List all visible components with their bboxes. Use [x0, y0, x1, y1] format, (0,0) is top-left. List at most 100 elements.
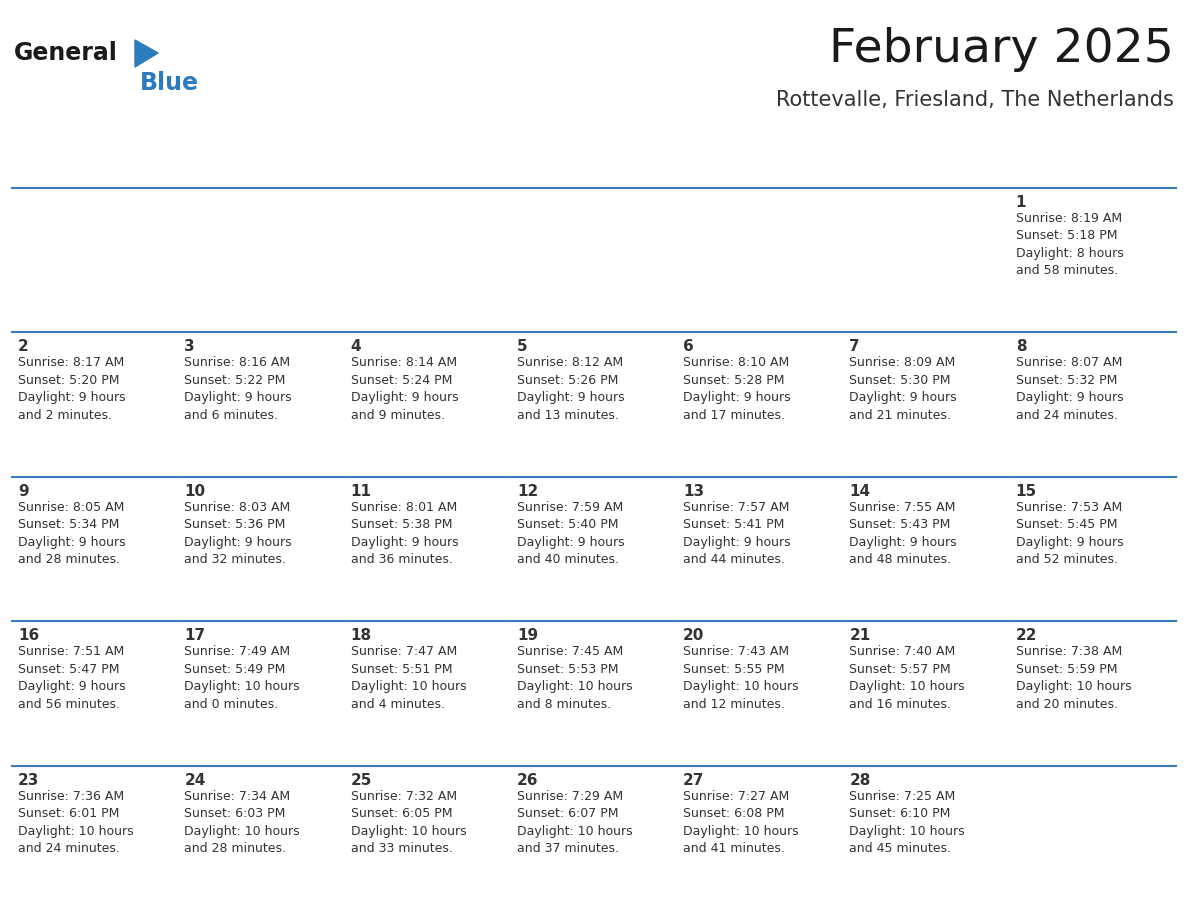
Text: 4: 4 — [350, 340, 361, 354]
Text: Sunrise: 7:47 AM: Sunrise: 7:47 AM — [350, 645, 457, 658]
Text: Sunset: 5:51 PM: Sunset: 5:51 PM — [350, 663, 453, 676]
Text: Sunset: 5:55 PM: Sunset: 5:55 PM — [683, 663, 785, 676]
Text: Blue: Blue — [140, 71, 200, 95]
Text: Daylight: 9 hours: Daylight: 9 hours — [517, 391, 625, 405]
Text: Sunrise: 7:38 AM: Sunrise: 7:38 AM — [1016, 645, 1121, 658]
Text: Sunset: 5:53 PM: Sunset: 5:53 PM — [517, 663, 619, 676]
Text: Sunrise: 7:51 AM: Sunrise: 7:51 AM — [18, 645, 125, 658]
Text: Daylight: 10 hours: Daylight: 10 hours — [18, 824, 133, 837]
Text: 11: 11 — [350, 484, 372, 498]
Text: Daylight: 9 hours: Daylight: 9 hours — [517, 536, 625, 549]
Text: Sunrise: 8:05 AM: Sunrise: 8:05 AM — [18, 501, 125, 514]
Text: Daylight: 10 hours: Daylight: 10 hours — [350, 824, 466, 837]
Text: 24: 24 — [184, 773, 206, 788]
Text: Daylight: 9 hours: Daylight: 9 hours — [849, 536, 958, 549]
Text: 13: 13 — [683, 484, 704, 498]
Text: Daylight: 9 hours: Daylight: 9 hours — [1016, 391, 1124, 405]
Text: and 6 minutes.: and 6 minutes. — [184, 409, 278, 422]
Text: Sunset: 5:47 PM: Sunset: 5:47 PM — [18, 663, 120, 676]
Text: Sunset: 6:07 PM: Sunset: 6:07 PM — [517, 807, 619, 820]
Text: Sunrise: 7:45 AM: Sunrise: 7:45 AM — [517, 645, 624, 658]
Text: Sunrise: 7:53 AM: Sunrise: 7:53 AM — [1016, 501, 1121, 514]
Text: 28: 28 — [849, 773, 871, 788]
Text: Sunset: 6:03 PM: Sunset: 6:03 PM — [184, 807, 285, 820]
Text: 12: 12 — [517, 484, 538, 498]
Text: and 9 minutes.: and 9 minutes. — [350, 409, 444, 422]
Text: and 56 minutes.: and 56 minutes. — [18, 698, 120, 711]
Text: Daylight: 9 hours: Daylight: 9 hours — [683, 391, 791, 405]
Text: Daylight: 9 hours: Daylight: 9 hours — [350, 391, 459, 405]
Text: and 24 minutes.: and 24 minutes. — [1016, 409, 1118, 422]
Text: Sunset: 5:36 PM: Sunset: 5:36 PM — [184, 519, 285, 532]
Text: Sunset: 5:41 PM: Sunset: 5:41 PM — [683, 519, 784, 532]
Text: Sunrise: 7:55 AM: Sunrise: 7:55 AM — [849, 501, 956, 514]
Text: Daylight: 10 hours: Daylight: 10 hours — [184, 824, 299, 837]
Text: and 24 minutes.: and 24 minutes. — [18, 842, 120, 855]
Text: Daylight: 10 hours: Daylight: 10 hours — [849, 824, 965, 837]
Text: February 2025: February 2025 — [829, 28, 1174, 73]
Text: Daylight: 9 hours: Daylight: 9 hours — [1016, 536, 1124, 549]
Text: Sunrise: 8:16 AM: Sunrise: 8:16 AM — [184, 356, 290, 369]
Text: Sunset: 6:01 PM: Sunset: 6:01 PM — [18, 807, 119, 820]
Text: Sunrise: 7:27 AM: Sunrise: 7:27 AM — [683, 789, 789, 802]
Text: Sunrise: 7:34 AM: Sunrise: 7:34 AM — [184, 789, 290, 802]
Text: Sunrise: 8:19 AM: Sunrise: 8:19 AM — [1016, 212, 1121, 225]
Text: Friday: Friday — [853, 162, 909, 176]
Text: Daylight: 9 hours: Daylight: 9 hours — [683, 536, 791, 549]
Text: 16: 16 — [18, 628, 39, 644]
Text: and 45 minutes.: and 45 minutes. — [849, 842, 952, 855]
Text: and 36 minutes.: and 36 minutes. — [350, 554, 453, 566]
Text: Sunset: 5:45 PM: Sunset: 5:45 PM — [1016, 519, 1117, 532]
Text: 15: 15 — [1016, 484, 1037, 498]
Text: Sunset: 5:59 PM: Sunset: 5:59 PM — [1016, 663, 1117, 676]
Text: Sunrise: 8:12 AM: Sunrise: 8:12 AM — [517, 356, 623, 369]
Text: 2: 2 — [18, 340, 29, 354]
Text: Sunset: 5:32 PM: Sunset: 5:32 PM — [1016, 374, 1117, 386]
Text: Sunset: 5:49 PM: Sunset: 5:49 PM — [184, 663, 285, 676]
Text: 3: 3 — [184, 340, 195, 354]
Text: General: General — [14, 41, 118, 65]
Text: Sunrise: 7:43 AM: Sunrise: 7:43 AM — [683, 645, 789, 658]
Text: Sunset: 5:43 PM: Sunset: 5:43 PM — [849, 519, 950, 532]
Text: Sunset: 5:40 PM: Sunset: 5:40 PM — [517, 519, 619, 532]
Text: and 28 minutes.: and 28 minutes. — [184, 842, 286, 855]
Text: Sunrise: 8:17 AM: Sunrise: 8:17 AM — [18, 356, 125, 369]
Text: and 21 minutes.: and 21 minutes. — [849, 409, 952, 422]
Text: Daylight: 9 hours: Daylight: 9 hours — [18, 536, 126, 549]
Text: Sunrise: 8:14 AM: Sunrise: 8:14 AM — [350, 356, 456, 369]
Text: 8: 8 — [1016, 340, 1026, 354]
Text: and 12 minutes.: and 12 minutes. — [683, 698, 785, 711]
Text: Sunset: 6:08 PM: Sunset: 6:08 PM — [683, 807, 784, 820]
Text: Daylight: 10 hours: Daylight: 10 hours — [849, 680, 965, 693]
Text: Sunset: 5:30 PM: Sunset: 5:30 PM — [849, 374, 950, 386]
Text: 10: 10 — [184, 484, 206, 498]
Text: Daylight: 9 hours: Daylight: 9 hours — [184, 391, 292, 405]
Text: Daylight: 9 hours: Daylight: 9 hours — [849, 391, 958, 405]
Text: 5: 5 — [517, 340, 527, 354]
Text: 26: 26 — [517, 773, 538, 788]
Text: 20: 20 — [683, 628, 704, 644]
Text: 17: 17 — [184, 628, 206, 644]
Text: 6: 6 — [683, 340, 694, 354]
Text: Sunset: 6:05 PM: Sunset: 6:05 PM — [350, 807, 453, 820]
Text: Daylight: 10 hours: Daylight: 10 hours — [517, 680, 632, 693]
Text: Sunrise: 7:32 AM: Sunrise: 7:32 AM — [350, 789, 456, 802]
Text: Tuesday: Tuesday — [354, 162, 428, 176]
Text: 14: 14 — [849, 484, 871, 498]
Text: 22: 22 — [1016, 628, 1037, 644]
Text: Sunday: Sunday — [21, 162, 88, 176]
Text: Sunrise: 7:57 AM: Sunrise: 7:57 AM — [683, 501, 790, 514]
Text: Daylight: 9 hours: Daylight: 9 hours — [18, 391, 126, 405]
Text: and 58 minutes.: and 58 minutes. — [1016, 264, 1118, 277]
Text: Sunset: 5:38 PM: Sunset: 5:38 PM — [350, 519, 453, 532]
Text: and 13 minutes.: and 13 minutes. — [517, 409, 619, 422]
Text: Monday: Monday — [188, 162, 259, 176]
Text: Daylight: 10 hours: Daylight: 10 hours — [517, 824, 632, 837]
Text: and 0 minutes.: and 0 minutes. — [184, 698, 278, 711]
Text: Sunset: 5:26 PM: Sunset: 5:26 PM — [517, 374, 618, 386]
Text: Sunrise: 7:49 AM: Sunrise: 7:49 AM — [184, 645, 290, 658]
Text: Sunrise: 8:01 AM: Sunrise: 8:01 AM — [350, 501, 457, 514]
Text: 27: 27 — [683, 773, 704, 788]
Text: 18: 18 — [350, 628, 372, 644]
Text: Daylight: 10 hours: Daylight: 10 hours — [184, 680, 299, 693]
